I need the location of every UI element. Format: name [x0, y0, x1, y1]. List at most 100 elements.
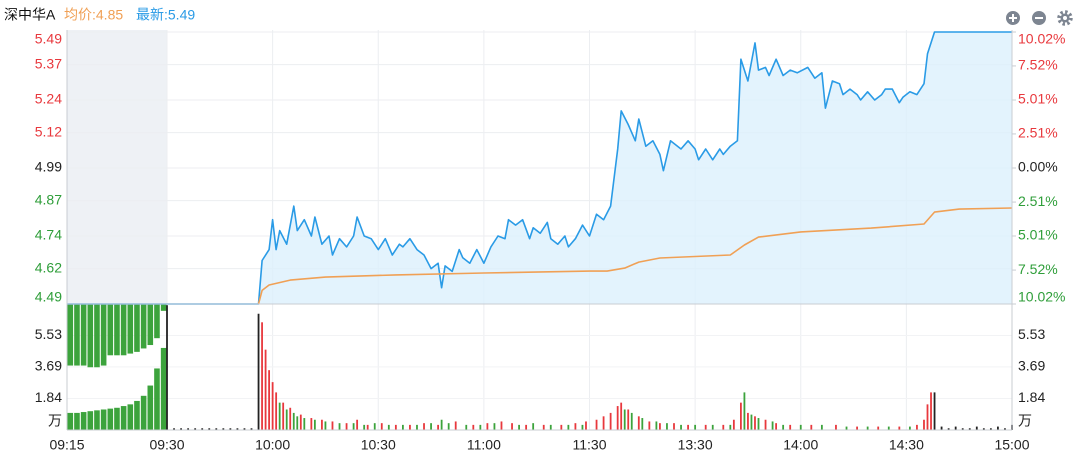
y2-tick-label: 2.51%	[1018, 193, 1058, 209]
volume-bar	[356, 419, 359, 430]
volume-bar	[387, 424, 390, 430]
volume-bar	[500, 421, 503, 430]
volume-bar	[810, 424, 813, 430]
volume-bar	[229, 428, 232, 430]
volume-bar	[739, 402, 742, 430]
volume-bar	[250, 428, 253, 430]
volume-bar	[933, 392, 936, 430]
y2-tick-label: 2.51%	[1018, 125, 1058, 141]
volume-bar	[74, 304, 80, 366]
average-line	[257, 207, 1013, 305]
volume-tick-label: 1.84	[1018, 389, 1045, 405]
y-tick-label: 5.24	[35, 91, 62, 107]
volume-bar	[127, 404, 134, 430]
y2-tick-label: 10.02%	[1018, 31, 1065, 47]
volume-bar	[581, 424, 584, 430]
y-tick-label: 4.99	[35, 159, 62, 175]
volume-bar	[80, 304, 87, 366]
volume-bar	[271, 382, 274, 430]
volume-bar	[454, 421, 457, 430]
volume-bar	[648, 421, 651, 430]
volume-bar	[380, 423, 383, 430]
volume-bar	[208, 428, 211, 430]
volume-bar	[134, 400, 140, 430]
volume-bar	[80, 412, 87, 430]
volume-bar	[275, 392, 278, 430]
volume-bar	[296, 416, 299, 430]
volume-tick-label: 3.69	[1018, 358, 1045, 374]
volume-bar	[430, 423, 432, 430]
volume-bar	[154, 304, 160, 339]
volume-bar	[87, 304, 94, 368]
volume-tick-label: 3.69	[35, 358, 62, 374]
volume-bar	[961, 428, 964, 430]
volume-bar	[673, 423, 675, 430]
volume-bar	[447, 423, 450, 430]
volume-bar	[729, 424, 732, 430]
volume-bar	[303, 418, 306, 430]
volume-bar	[94, 304, 100, 368]
volume-bar	[173, 428, 175, 430]
volume-bar	[440, 419, 443, 430]
volume-bar	[187, 428, 190, 430]
x-tick-label: 10:30	[361, 437, 396, 453]
volume-bar	[120, 304, 127, 356]
volume-bar	[747, 412, 749, 430]
volume-bar	[282, 402, 285, 430]
volume-bar	[140, 304, 147, 349]
volume-bar	[154, 368, 160, 430]
volume-bar	[160, 347, 167, 430]
y-tick-label: 5.37	[35, 55, 62, 71]
volume-bar	[465, 424, 468, 430]
plot: 09:15 09:30 10:00 10:30 11:00 11:30 13:30 14:00…	[35, 30, 1065, 453]
volume-bar	[567, 424, 570, 430]
volume-bar	[87, 411, 94, 430]
volume-bar	[799, 424, 802, 430]
volume-bar	[180, 428, 182, 430]
volume-bar	[166, 305, 168, 430]
volume-bar	[968, 428, 971, 430]
volume-bar	[757, 418, 760, 430]
volume-bar	[94, 410, 100, 430]
volume-bar	[659, 423, 661, 430]
volume-bar	[67, 412, 74, 430]
zoom-in-button[interactable]	[1006, 11, 1020, 25]
volume-bar	[472, 424, 475, 430]
zoom-out-button[interactable]	[1032, 11, 1046, 25]
volume-bar	[877, 426, 880, 430]
volume-bar	[366, 424, 369, 430]
volume-bar	[694, 424, 697, 430]
volume-bar	[299, 414, 302, 430]
average-price: 均价:4.85	[64, 7, 123, 23]
volume-bar	[331, 421, 334, 430]
volume-bar	[704, 424, 707, 430]
volume-bar	[771, 421, 774, 430]
settings-button[interactable]	[1057, 10, 1073, 26]
volume-bar	[532, 423, 535, 430]
volume-bar	[345, 423, 348, 430]
volume-bar	[623, 409, 626, 430]
volume-bar	[243, 428, 246, 430]
volume-bar	[602, 416, 605, 430]
volume-bar	[680, 424, 682, 430]
volume-bar	[954, 426, 957, 430]
volume-bar	[982, 428, 985, 430]
volume-bar	[630, 412, 633, 430]
volume-bar	[609, 412, 612, 430]
volume-bar	[107, 304, 114, 356]
y2-tick-label: 0.00%	[1018, 159, 1058, 175]
volume-bar	[525, 424, 528, 430]
volume-bar	[310, 418, 313, 430]
volume-bar	[289, 407, 292, 430]
volume-bar	[743, 392, 746, 430]
volume-bar	[285, 409, 288, 430]
volume-bar	[574, 423, 577, 430]
volume-bar	[666, 423, 668, 430]
x-tick-label: 13:30	[678, 437, 713, 453]
volume-bar	[100, 409, 107, 430]
volume-bar	[655, 421, 658, 430]
volume-bar	[782, 424, 785, 430]
volume-bar	[401, 424, 404, 430]
x-tick-label: 10:00	[255, 437, 290, 453]
